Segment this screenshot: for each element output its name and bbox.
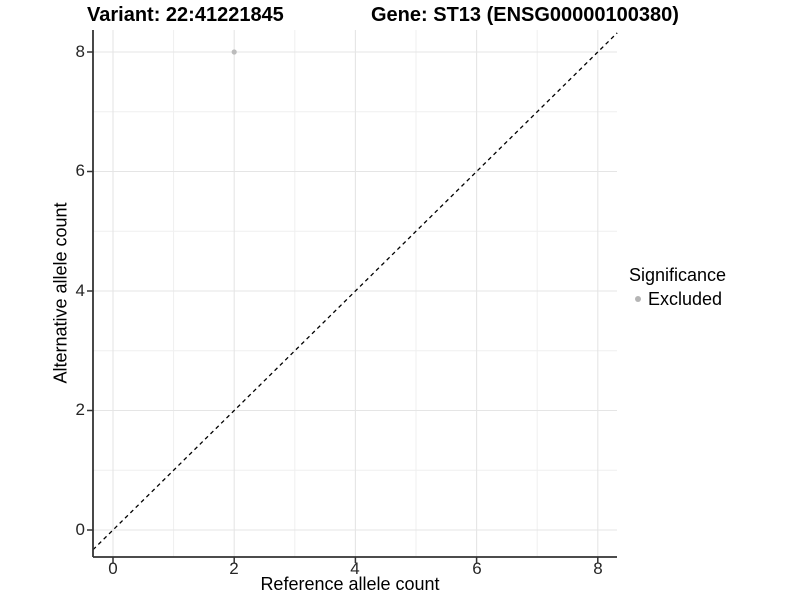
legend-item-excluded: Excluded	[629, 288, 726, 310]
y-tick-label-2: 2	[75, 400, 85, 419]
identity-line	[92, 32, 618, 551]
y-tick-label-4: 4	[75, 281, 85, 300]
x-tick-label-0: 0	[108, 559, 118, 578]
excluded-point-icon	[635, 296, 641, 302]
x-tick-label-2: 2	[229, 559, 239, 578]
x-tick-label-4: 4	[350, 559, 360, 578]
x-tick-label-6: 6	[472, 559, 482, 578]
y-tick-label-0: 0	[75, 520, 85, 539]
x-tick-label-8: 8	[593, 559, 603, 578]
variant-title: Variant: 22:41221845	[87, 4, 284, 26]
legend: Significance Excluded	[629, 264, 726, 310]
gene-title: Gene: ST13 (ENSG00000100380)	[371, 4, 679, 26]
legend-title: Significance	[629, 265, 727, 285]
legend-item-label: Excluded	[648, 289, 723, 309]
y-tick-label-8: 8	[75, 42, 85, 61]
plot-panel	[87, 30, 618, 563]
y-axis-title: Alternative allele count	[50, 202, 71, 384]
x-axis-title: Reference allele count	[260, 574, 440, 594]
data-point-excluded	[231, 49, 237, 55]
y-tick-label-6: 6	[75, 161, 85, 180]
